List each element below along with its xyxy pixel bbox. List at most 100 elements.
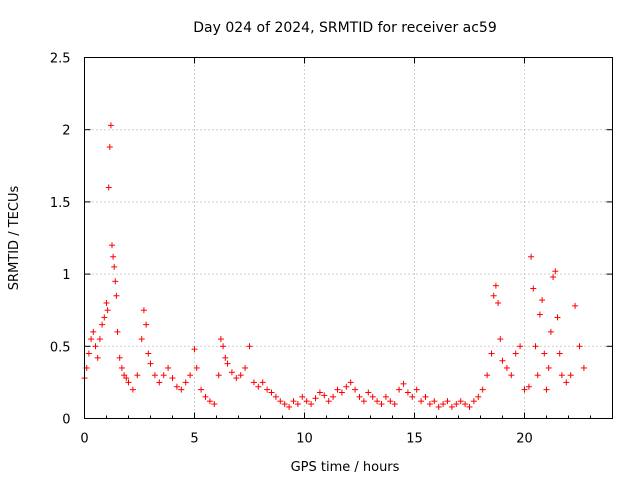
data-point [217, 336, 224, 343]
data-point [556, 350, 563, 357]
data-point [444, 398, 451, 405]
data-point [294, 401, 301, 408]
data-point [215, 372, 222, 379]
data-point [134, 372, 141, 379]
data-point [290, 398, 297, 405]
data-point [116, 354, 123, 361]
data-point [365, 389, 372, 396]
data-point [497, 336, 504, 343]
data-point [409, 393, 416, 400]
data-point [532, 343, 539, 350]
data-point [178, 386, 185, 393]
data-point [508, 372, 515, 379]
data-point [325, 398, 332, 405]
data-point [118, 364, 125, 371]
data-point [488, 350, 495, 357]
data-point [470, 398, 477, 405]
data-point [512, 350, 519, 357]
data-point [484, 372, 491, 379]
y-tick-label: 1.5 [50, 196, 71, 211]
x-ticks: 0 5 10 15 20 [80, 57, 591, 447]
data-point [129, 386, 136, 393]
data-point [104, 307, 111, 314]
data-point [343, 383, 350, 390]
data-point [138, 336, 145, 343]
data-point [246, 343, 253, 350]
data-point [268, 389, 275, 396]
data-point [572, 302, 579, 309]
data-point [396, 386, 403, 393]
data-point [321, 392, 328, 399]
data-point [111, 263, 118, 270]
y-axis-label: SRMTID / TECUs [7, 186, 22, 291]
data-point [259, 379, 266, 386]
data-point [356, 393, 363, 400]
data-point [352, 386, 359, 393]
data-point [387, 398, 394, 405]
data-point [334, 386, 341, 393]
y-tick-label: 2.5 [50, 52, 71, 67]
data-point [299, 393, 306, 400]
data-point [169, 375, 176, 382]
data-point [547, 328, 554, 335]
data-point [206, 398, 213, 405]
data-point [517, 343, 524, 350]
data-point [391, 401, 398, 408]
data-point [552, 268, 559, 275]
data-point [96, 336, 103, 343]
data-point [220, 343, 227, 350]
data-point [475, 393, 482, 400]
data-point [90, 328, 97, 335]
data-point [312, 395, 319, 402]
data-point [413, 386, 420, 393]
data-point [143, 321, 150, 328]
data-point [233, 375, 240, 382]
data-points [81, 122, 587, 410]
data-point [435, 403, 442, 410]
data-point [338, 389, 345, 396]
data-point [554, 314, 561, 321]
data-point [503, 364, 510, 371]
y-ticks: 0 0.5 1 1.5 2 2.5 [50, 52, 613, 428]
data-point [106, 144, 113, 151]
data-point [202, 393, 209, 400]
data-point [286, 403, 293, 410]
data-point [101, 314, 108, 321]
data-point [378, 401, 385, 408]
data-point [151, 372, 158, 379]
data-point [94, 354, 101, 361]
data-point [400, 380, 407, 387]
data-point [453, 401, 460, 408]
data-point [112, 278, 119, 285]
data-point [187, 372, 194, 379]
data-point [541, 350, 548, 357]
data-point [440, 401, 447, 408]
data-point [382, 393, 389, 400]
data-point [462, 401, 469, 408]
data-point [173, 383, 180, 390]
data-point [479, 386, 486, 393]
data-point [264, 386, 271, 393]
data-point [530, 285, 537, 292]
data-point [466, 403, 473, 410]
data-point [308, 401, 315, 408]
data-point [222, 354, 229, 361]
data-point [99, 321, 106, 328]
data-point [448, 403, 455, 410]
data-point [85, 350, 92, 357]
y-tick-label: 0.5 [50, 340, 71, 355]
data-point [193, 364, 200, 371]
data-point [558, 372, 565, 379]
data-point [545, 364, 552, 371]
data-point [224, 360, 231, 367]
data-point [281, 401, 288, 408]
data-point [499, 357, 506, 364]
data-point [109, 242, 115, 249]
data-point [242, 364, 249, 371]
data-point [277, 398, 284, 405]
data-point [330, 393, 337, 400]
data-point [92, 343, 99, 350]
data-point [147, 360, 154, 367]
chart-title: Day 024 of 2024, SRMTID for receiver ac5… [193, 20, 497, 36]
